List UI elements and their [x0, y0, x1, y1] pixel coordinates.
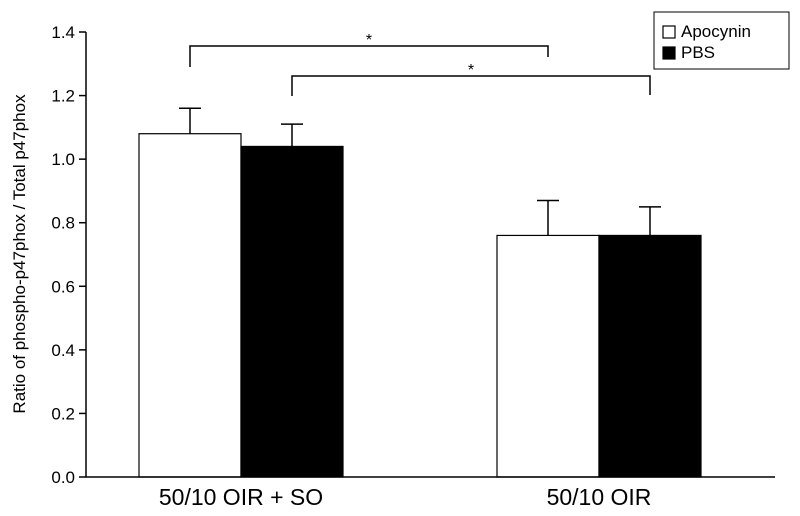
- plot-area: [138, 107, 702, 478]
- y-tick-label: 1.2: [51, 87, 75, 106]
- y-tick-label: 0.0: [51, 468, 75, 487]
- y-tick-label: 0.6: [51, 277, 75, 296]
- x-category-label: 50/10 OIR: [547, 484, 652, 510]
- bar-apocynin-1: [496, 234, 600, 478]
- axes: 0.0 0.2 0.4 0.6 0.8 1.0 1.2 1.4: [51, 23, 775, 487]
- y-axis-title: Ratio of phospho-p47phox / Total p47phox: [10, 94, 29, 414]
- legend-swatch-pbs: [662, 46, 676, 60]
- significance-star: *: [366, 32, 372, 49]
- bar-pbs-0: [240, 145, 344, 478]
- legend-label-apocynin: Apocynin: [681, 22, 751, 41]
- legend: Apocynin PBS: [653, 11, 790, 70]
- significance-bracket: [189, 45, 549, 67]
- legend-swatch-apocynin: [662, 25, 676, 39]
- legend-box: [653, 11, 790, 70]
- bar-pbs-1: [598, 234, 702, 478]
- significance-bracket: [291, 75, 651, 96]
- y-tick-label: 0.8: [51, 214, 75, 233]
- legend-label-pbs: PBS: [681, 43, 715, 62]
- x-category-label: 50/10 OIR + SO: [159, 484, 323, 510]
- significance-star: *: [468, 62, 474, 79]
- bar-apocynin-0: [138, 133, 242, 478]
- y-tick-label: 0.4: [51, 341, 75, 360]
- y-tick-label: 1.4: [51, 23, 75, 42]
- y-tick-label: 1.0: [51, 150, 75, 169]
- y-tick-label: 0.2: [51, 404, 75, 423]
